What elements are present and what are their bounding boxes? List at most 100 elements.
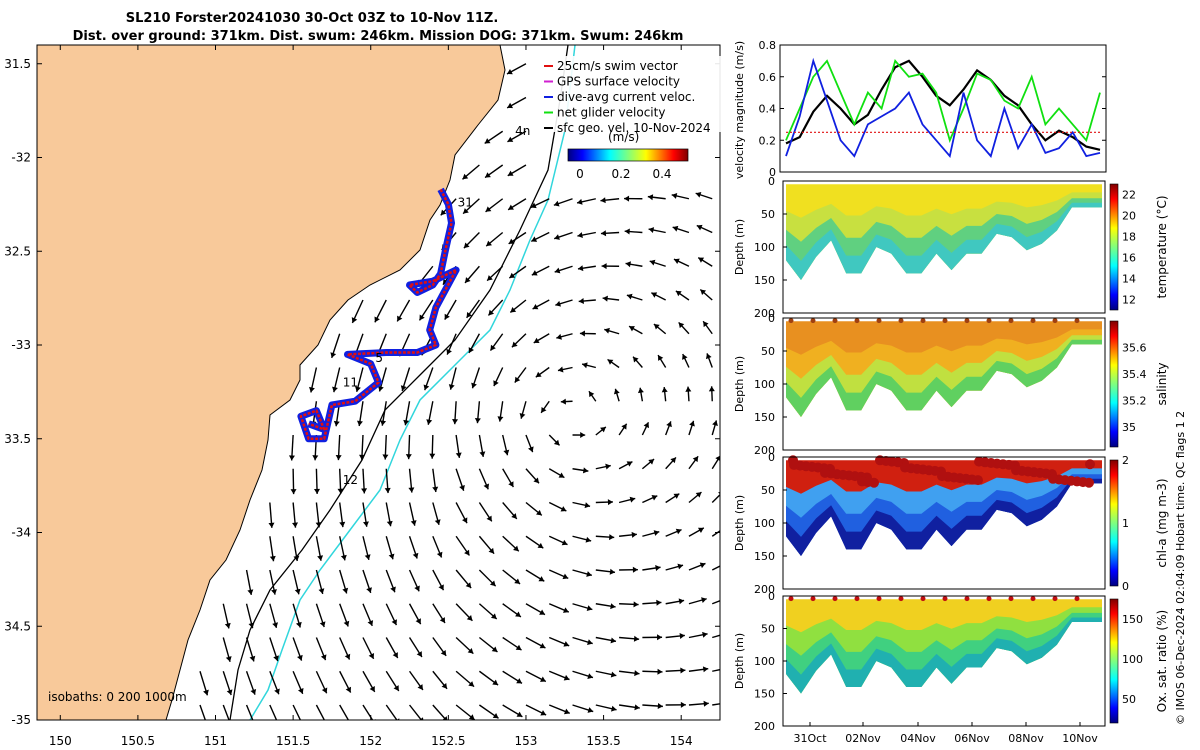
map-xtick-7: 153.5 xyxy=(586,734,620,748)
oxygen-surface-point xyxy=(1052,596,1058,602)
velocity-arrowhead xyxy=(463,242,470,249)
salinity-surface-point xyxy=(898,318,904,324)
velocity-arrowhead xyxy=(689,420,695,427)
velocity-arrowhead xyxy=(429,453,436,459)
surface-velocity-vectors xyxy=(199,63,726,720)
velocity-arrowhead xyxy=(563,641,570,647)
map-xtick-6: 153 xyxy=(515,734,538,748)
salinity-surface-point xyxy=(1052,318,1058,324)
velocity-arrowhead xyxy=(536,509,542,516)
velocity-arrowhead xyxy=(679,632,685,639)
velocity-arrowhead xyxy=(442,278,449,285)
salinity-surface-point xyxy=(986,318,992,324)
velocity-arrowhead xyxy=(678,598,685,605)
velocity-arrowhead xyxy=(511,341,518,348)
velocity-arrowhead xyxy=(335,454,342,461)
velocity-arrowhead xyxy=(491,646,498,652)
velocity-arrowhead xyxy=(602,295,608,302)
map-frame xyxy=(36,44,721,721)
velocity-arrowhead xyxy=(609,568,616,575)
velocity-arrowhead xyxy=(531,270,538,276)
legend-item-0: 25cm/s swim vector xyxy=(557,59,678,73)
velocity-arrowhead xyxy=(337,488,344,494)
swim-track xyxy=(299,188,458,441)
time-xtick-1: 02Nov xyxy=(845,732,881,745)
velocity-arrowhead xyxy=(647,194,654,201)
legend-item-4: sfc geo. vel. 10-Nov-2024 xyxy=(557,121,711,135)
velocity-arrowhead xyxy=(388,553,395,560)
velocity-arrowhead xyxy=(702,631,708,638)
velocity-arrowhead xyxy=(637,387,644,394)
velocity-arrowhead xyxy=(541,406,547,413)
temperature-cbar-label: temperature (°C) xyxy=(1155,196,1169,299)
oxygen-cbar-tick-2: 50 xyxy=(1122,693,1136,706)
velocity-arrowhead xyxy=(361,488,368,494)
legend-item-3: net glider velocity xyxy=(557,106,665,120)
velocity-arrowhead xyxy=(703,700,709,707)
velocity-arrowhead xyxy=(633,601,639,608)
time-xtick-0: 31Oct xyxy=(793,732,827,745)
velocity-arrowhead xyxy=(488,547,495,554)
velocity-series-0 xyxy=(785,59,1101,151)
velocity-arrowhead xyxy=(432,486,439,492)
velocity-arrowhead xyxy=(366,587,372,593)
salinity-ytick-2: 100 xyxy=(754,378,775,391)
velocity-arrowhead xyxy=(465,277,471,283)
velocity-arrowhead xyxy=(444,313,450,320)
chl-a-cbar-tick-2: 0 xyxy=(1122,580,1129,593)
chl-a-patch xyxy=(1048,473,1058,484)
velocity-arrowhead xyxy=(486,515,492,522)
velocity-arrowhead xyxy=(680,701,686,708)
velocity-arrowhead xyxy=(673,258,680,265)
oxygen-ytick-2: 100 xyxy=(754,655,775,668)
velocity-arrowhead xyxy=(651,292,658,298)
isobaths-label: isobaths: 0 200 1000m xyxy=(48,690,187,704)
salinity-cbar-label: salinity xyxy=(1155,362,1169,405)
velocity-arrowhead xyxy=(563,607,569,613)
velocity-arrow xyxy=(712,634,720,639)
oxygen-surface-point xyxy=(920,596,926,602)
velocity-arrowhead xyxy=(556,333,562,340)
velocity-arrowhead xyxy=(554,267,561,274)
velocity-arrowhead xyxy=(419,314,425,321)
velocity-arrowhead xyxy=(632,566,638,573)
chl-a-patch xyxy=(937,471,947,482)
velocity-arrowhead xyxy=(705,353,712,360)
velocity-arrowhead xyxy=(226,689,233,696)
velocity-arrowhead xyxy=(624,228,630,235)
oxygen-surface-point xyxy=(876,596,882,602)
velocity-arrowhead xyxy=(558,472,565,478)
velocity-arrowhead xyxy=(586,571,592,577)
temperature-cbar-tick-0: 22 xyxy=(1122,189,1136,202)
velocity-arrowhead xyxy=(510,307,517,313)
temperature-ytick-4: 200 xyxy=(754,307,775,320)
velocity-arrowhead xyxy=(507,170,514,176)
velocity-arrowhead xyxy=(515,611,521,617)
velocity-arrow xyxy=(712,668,720,672)
chl-a-section-panel: 0 50 100 150 200 Depth (m) 2 1 0 chl-a (mg m-3) xyxy=(733,451,1169,596)
velocity-arrowhead xyxy=(648,459,655,465)
velocity-arrowhead xyxy=(516,711,523,717)
velocity-arrowhead xyxy=(563,674,570,681)
velocity-arrowhead xyxy=(678,322,685,329)
velocity-arrowhead xyxy=(508,204,514,210)
oxygen-surface-point xyxy=(788,596,794,602)
chl-a-patch xyxy=(1085,459,1095,470)
velocity-arrowhead xyxy=(657,703,663,710)
velocity-arrowhead xyxy=(351,719,352,720)
temperature-section-panel: 0 50 100 150 200 Depth (m) 22 20 18 16 14 12 tempera… xyxy=(733,175,1169,320)
velocity-arrowhead xyxy=(464,549,470,556)
velocity-arrowhead xyxy=(675,290,682,297)
velocity-series-2 xyxy=(785,57,1101,159)
velocity-arrowhead xyxy=(720,527,726,532)
map-annotation-4: 12 xyxy=(343,473,358,487)
velocity-arrowhead xyxy=(514,578,521,584)
map-legend: 25cm/s swim vector GPS surface velocitydi… xyxy=(543,56,723,181)
velocity-arrowhead xyxy=(344,653,351,660)
chl-a-ytick-1: 50 xyxy=(761,484,775,497)
velocity-arrowhead xyxy=(374,316,380,323)
velocity-arrowhead xyxy=(670,457,676,464)
velocity-arrowhead xyxy=(293,555,300,562)
velocity-arrowhead xyxy=(562,573,569,580)
velocity-arrow xyxy=(315,704,326,720)
